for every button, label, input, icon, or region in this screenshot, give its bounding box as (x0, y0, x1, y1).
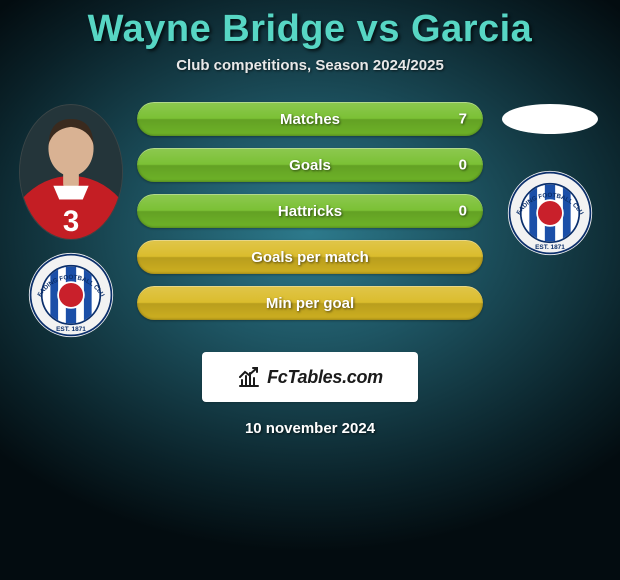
badge-text-est: EST. 1871 (56, 326, 86, 333)
stat-value: 0 (459, 203, 467, 220)
stat-row-hattricks: Hattricks 0 (137, 194, 483, 228)
stats-column: Matches 7 Goals 0 Hattricks 0 Goals per … (133, 102, 487, 332)
stat-label: Goals per match (251, 249, 369, 266)
stat-label: Min per goal (266, 295, 354, 312)
stat-row-goals-per-match: Goals per match (137, 240, 483, 274)
stat-label: Goals (289, 157, 331, 174)
club-badge-right: READING FOOTBALL CLUB EST. 1871 (507, 170, 593, 256)
player-avatar-icon: 3 (20, 105, 122, 239)
badge-text-est: EST. 1871 (535, 244, 565, 251)
reading-badge-icon: READING FOOTBALL CLUB EST. 1871 (507, 170, 593, 256)
stat-label: Hattricks (278, 203, 342, 220)
shirt-collar (53, 186, 88, 200)
left-player-column: 3 (8, 102, 133, 338)
reading-badge-icon: READING FOOTBALL CLUB EST. 1871 (28, 252, 114, 338)
right-player-column: READING FOOTBALL CLUB EST. 1871 (487, 102, 612, 256)
stat-row-matches: Matches 7 (137, 102, 483, 136)
stat-label: Matches (280, 111, 340, 128)
brand-box: FcTables.com (202, 352, 418, 402)
shirt-number: 3 (62, 205, 78, 238)
stat-row-goals: Goals 0 (137, 148, 483, 182)
player-photo-right-placeholder (502, 104, 598, 134)
player-photo-left: 3 (19, 104, 123, 240)
stat-value: 7 (459, 111, 467, 128)
stat-value: 0 (459, 157, 467, 174)
infographic-root: Wayne Bridge vs Garcia Club competitions… (0, 0, 620, 437)
club-badge-left: READING FOOTBALL CLUB EST. 1871 (28, 252, 114, 338)
main-row: 3 (0, 102, 620, 338)
fctables-logo-icon (237, 365, 261, 389)
stat-row-min-per-goal: Min per goal (137, 286, 483, 320)
date-text: 10 november 2024 (0, 420, 620, 437)
subtitle: Club competitions, Season 2024/2025 (0, 57, 620, 74)
brand-text: FcTables.com (267, 367, 383, 388)
page-title: Wayne Bridge vs Garcia (0, 0, 620, 51)
